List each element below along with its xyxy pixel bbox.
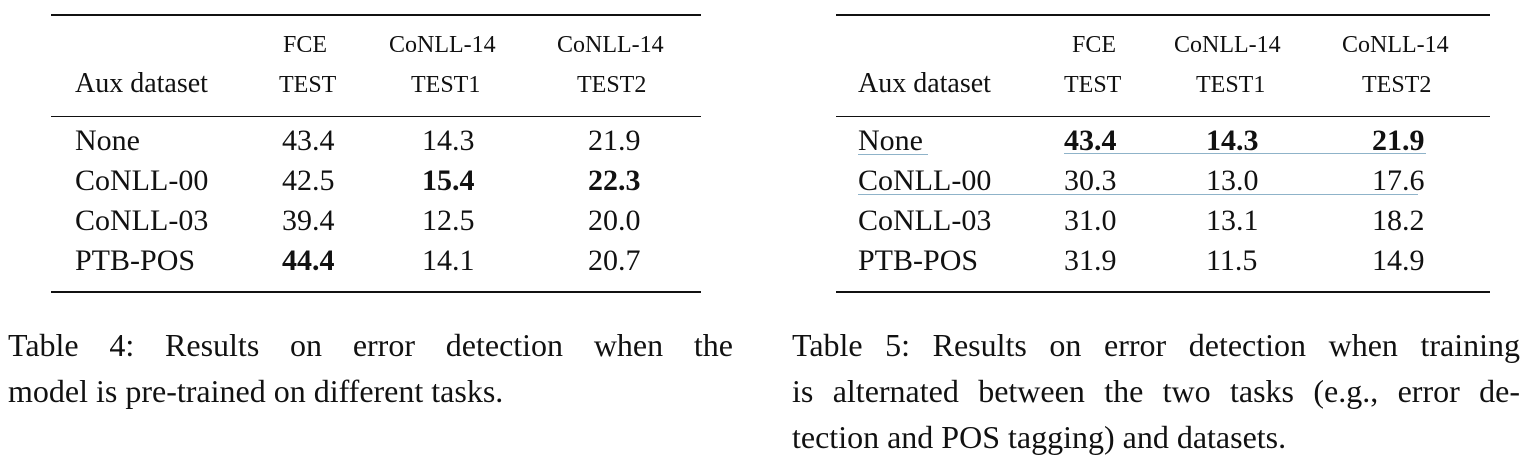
table-5-caption: Table 5: Results on error detection when…: [792, 322, 1520, 460]
t4-col1-header-top: FCE: [283, 32, 328, 58]
t5-cell-best: 43.4: [1064, 124, 1117, 157]
t4-cell-best: 22.3: [588, 164, 641, 197]
t5-col3-header-top: CoNLL-14: [1342, 32, 1449, 58]
table-5-mid-rule: [836, 116, 1490, 117]
t5-aux-header: Aux dataset: [858, 68, 991, 99]
t5-col2-header-top: CoNLL-14: [1174, 32, 1281, 58]
annotation-underline: [858, 154, 928, 155]
t4-col3-header-top: CoNLL-14: [557, 32, 664, 58]
caption-line: tection and POS tagging) and datasets.: [792, 419, 1287, 455]
t5-cell-best: 14.3: [1206, 124, 1259, 157]
table-4-caption: Table 4: Results on error detection when…: [8, 322, 733, 414]
table-4-mid-rule: [51, 116, 701, 117]
t4-cell: 14.3: [422, 124, 475, 157]
table-5-top-rule: [836, 14, 1490, 16]
table-4: FCE CoNLL-14 CoNLL-14 Aux dataset TEST T…: [51, 14, 701, 294]
t4-row-label: PTB-POS: [75, 244, 196, 277]
t4-col2-header-top: CoNLL-14: [389, 32, 496, 58]
t5-col3-header-bot: TEST2: [1362, 72, 1432, 98]
t5-row-label: CoNLL-03: [858, 204, 992, 237]
table-5: FCE CoNLL-14 CoNLL-14 Aux dataset TEST T…: [836, 14, 1490, 294]
caption-line: model is pre-trained on different tasks.: [8, 373, 504, 409]
t4-cell: 42.5: [282, 164, 335, 197]
table-4-bottom-rule: [51, 291, 701, 293]
t4-cell: 12.5: [422, 204, 475, 237]
t5-cell: 14.9: [1372, 244, 1425, 277]
caption-line: Table 4: Results on error detection when…: [8, 327, 733, 363]
t5-cell: 18.2: [1372, 204, 1425, 237]
t4-cell-best: 44.4: [282, 244, 335, 277]
t5-cell: 31.9: [1064, 244, 1117, 277]
t4-aux-header: Aux dataset: [75, 68, 208, 99]
caption-line: is alternated between the two tasks (e.g…: [792, 373, 1520, 409]
t4-cell-best: 15.4: [422, 164, 475, 197]
t5-col2-header-bot: TEST1: [1196, 72, 1266, 98]
t4-row-label: CoNLL-03: [75, 204, 209, 237]
t4-cell: 20.0: [588, 204, 641, 237]
caption-line: Table 5: Results on error detection when…: [792, 327, 1520, 363]
annotation-underline: [1064, 153, 1426, 154]
t5-cell: 13.1: [1206, 204, 1259, 237]
t5-col1-header-bot: TEST: [1064, 72, 1122, 98]
t5-row-label: PTB-POS: [858, 244, 979, 277]
t5-cell: 17.6: [1372, 164, 1425, 197]
t4-row-label: CoNLL-00: [75, 164, 209, 197]
t4-col3-header-bot: TEST2: [577, 72, 647, 98]
t5-row-label: None: [858, 124, 923, 157]
table-4-top-rule: [51, 14, 701, 16]
t4-cell: 39.4: [282, 204, 335, 237]
t5-cell-best: 21.9: [1372, 124, 1425, 157]
t4-cell: 43.4: [282, 124, 335, 157]
table-5-bottom-rule: [836, 291, 1490, 293]
t4-cell: 20.7: [588, 244, 641, 277]
t5-cell: 31.0: [1064, 204, 1117, 237]
t5-row-label: CoNLL-00: [858, 164, 992, 197]
t5-cell: 30.3: [1064, 164, 1117, 197]
annotation-underline: [858, 194, 1418, 195]
t5-cell: 11.5: [1206, 244, 1258, 277]
t4-row-label: None: [75, 124, 140, 157]
t5-col1-header-top: FCE: [1072, 32, 1117, 58]
t4-col1-header-bot: TEST: [279, 72, 337, 98]
t4-cell: 14.1: [422, 244, 475, 277]
t4-cell: 21.9: [588, 124, 641, 157]
t5-cell: 13.0: [1206, 164, 1259, 197]
t4-col2-header-bot: TEST1: [411, 72, 481, 98]
